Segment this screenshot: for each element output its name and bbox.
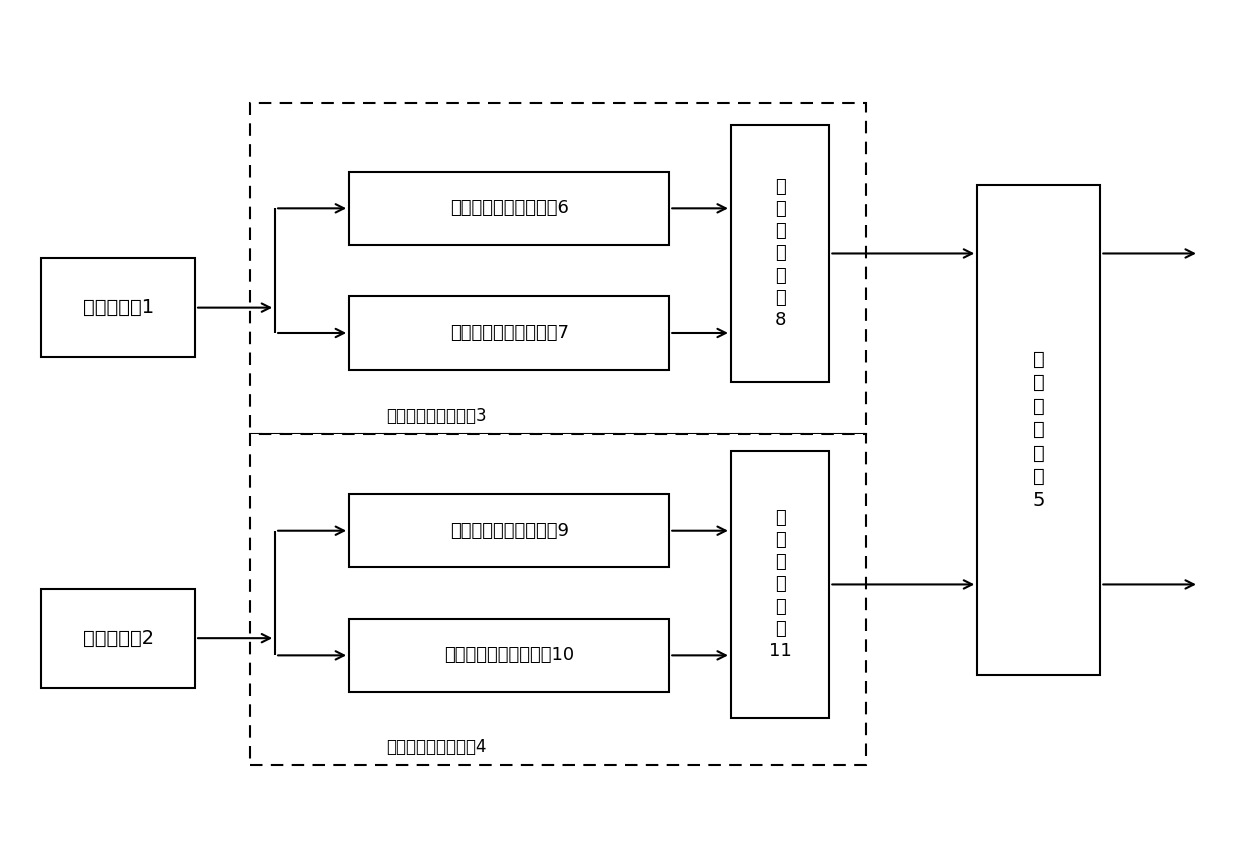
Text: 第一传感器采集模块3: 第一传感器采集模块3	[386, 407, 486, 425]
Text: 第二传感器采集模块4: 第二传感器采集模块4	[386, 739, 486, 756]
Bar	[730, 124, 830, 383]
Bar	[977, 185, 1100, 674]
Text: 第二采集信号判故单元10: 第二采集信号判故单元10	[444, 647, 574, 664]
Bar	[348, 172, 670, 245]
Bar	[730, 451, 830, 718]
Bar	[348, 619, 670, 692]
Text: 第一采集回路判故单元6: 第一采集回路判故单元6	[450, 200, 569, 217]
Bar	[348, 494, 670, 568]
Bar	[41, 258, 195, 357]
Bar	[250, 103, 867, 434]
Text: 第二采集回路判故单元9: 第二采集回路判故单元9	[450, 522, 569, 540]
Text: 第二传感器2: 第二传感器2	[83, 628, 154, 648]
Text: 第一采集信号判故单元7: 第一采集信号判故单元7	[450, 324, 569, 342]
Bar	[250, 434, 867, 765]
Text: 第一传感器1: 第一传感器1	[83, 298, 154, 317]
Text: 第
一
判
定
单
元
8: 第 一 判 定 单 元 8	[775, 178, 786, 329]
Text: 第
二
判
定
单
元
11: 第 二 判 定 单 元 11	[769, 509, 791, 660]
Bar	[348, 297, 670, 370]
Text: 差
值
比
较
模
块
5: 差 值 比 较 模 块 5	[1033, 350, 1045, 510]
Bar	[41, 589, 195, 687]
